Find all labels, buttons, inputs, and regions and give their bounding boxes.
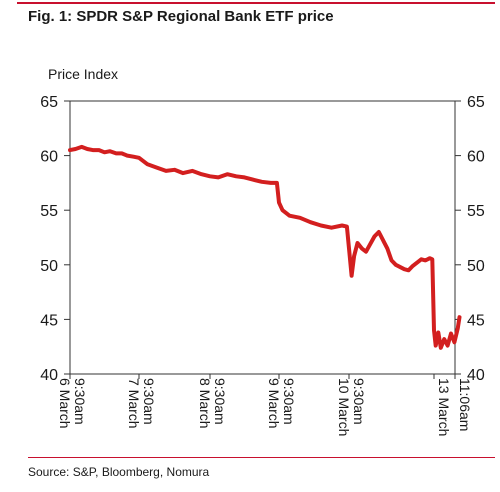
series-point [446, 344, 450, 348]
series-point [73, 147, 78, 151]
series-point [430, 257, 434, 261]
series-point [102, 150, 107, 154]
series-point [68, 148, 72, 152]
series-point [85, 147, 89, 151]
y-axis-left: 40 45 50 55 60 65 [40, 94, 70, 384]
y-tick-label: 45 [40, 312, 58, 329]
y-tick-label: 45 [467, 312, 485, 329]
series-point [298, 216, 302, 220]
series-points [68, 145, 462, 350]
series-point [456, 326, 460, 330]
series-point [350, 274, 354, 278]
series-point [355, 241, 360, 245]
series-point [172, 168, 177, 172]
series-point [340, 223, 344, 228]
series-point [108, 149, 112, 153]
series-point [287, 214, 292, 218]
series-point [434, 344, 438, 348]
series-point [275, 181, 279, 185]
series-point [389, 258, 394, 262]
y-tick-label: 60 [467, 149, 485, 166]
series-point [242, 175, 247, 179]
series-point [97, 148, 101, 152]
y-tick-label: 40 [467, 367, 485, 384]
series-point [280, 208, 285, 212]
series-point [345, 225, 349, 229]
source-rule [28, 457, 495, 458]
y-axis-right: 40 45 50 55 60 65 [455, 94, 485, 384]
y-tick-label: 50 [40, 258, 58, 275]
series-point [419, 257, 423, 261]
y-tick-label: 40 [40, 367, 58, 384]
series-point [199, 172, 204, 176]
series-point [360, 246, 364, 250]
y-tick-label: 55 [467, 203, 485, 220]
x-tick-label: 9:30am6 March [57, 378, 88, 429]
series-point [190, 169, 194, 173]
x-axis: 9:30am6 March 9:30am7 March 9:30am8 March 9… [57, 374, 473, 436]
series-point [385, 246, 389, 250]
series-point [225, 172, 229, 176]
series-point [372, 234, 377, 238]
x-tick-label: 9:30am9 March [266, 378, 297, 429]
series-point [269, 181, 273, 185]
series-point [347, 246, 351, 250]
series-point [394, 263, 398, 267]
series-point [402, 267, 406, 271]
series-point [436, 330, 440, 335]
series-point [428, 256, 432, 260]
series-point [234, 174, 238, 178]
x-tick-label: 9:30am7 March [126, 378, 157, 429]
series-point [452, 340, 456, 344]
source-note: Source: S&P, Bloomberg, Nomura [28, 465, 210, 479]
y-tick-label: 60 [40, 149, 58, 166]
x-tick-label: 9:30am10 March [336, 378, 367, 436]
series-point [155, 166, 159, 170]
y-tick-label: 50 [467, 258, 485, 275]
series-point [145, 162, 150, 166]
series-point [208, 174, 212, 178]
y-tick-label: 65 [467, 94, 485, 111]
series-point [137, 156, 141, 160]
series-point [406, 268, 411, 272]
figure-title: Fig. 1: SPDR S&P Regional Bank ETF price [28, 8, 334, 25]
series-point [442, 337, 446, 341]
series-point [432, 328, 436, 332]
series-line [68, 144, 462, 350]
y-axis-label: Price Index [48, 66, 118, 82]
series-point [80, 145, 84, 149]
series-point [131, 155, 136, 159]
series-point [377, 230, 381, 234]
series-point [91, 148, 95, 152]
series-point [423, 258, 428, 262]
x-tick-label: 11:06am [457, 378, 473, 431]
series-point [181, 171, 185, 175]
series-point [216, 175, 220, 179]
series-point [457, 315, 462, 319]
series-point [164, 169, 168, 173]
series-point [319, 223, 323, 228]
plot-frame [69, 100, 456, 375]
x-tick-label: 13 March [436, 378, 452, 436]
series-point [329, 226, 334, 230]
series-point [449, 332, 453, 336]
series-point [364, 250, 368, 254]
series-point [308, 220, 313, 224]
series-point [120, 151, 124, 155]
x-tick-label: 9:30am8 March [197, 378, 228, 429]
series-point [260, 180, 264, 184]
series-point [411, 264, 415, 268]
title-top-rule [17, 2, 495, 4]
series-point [251, 178, 255, 182]
series-point [125, 154, 129, 158]
y-tick-label: 65 [40, 94, 58, 111]
series-point [439, 346, 443, 350]
y-tick-label: 55 [40, 203, 58, 220]
series-point [277, 201, 281, 205]
series-point [352, 254, 356, 258]
series-point [114, 151, 118, 155]
